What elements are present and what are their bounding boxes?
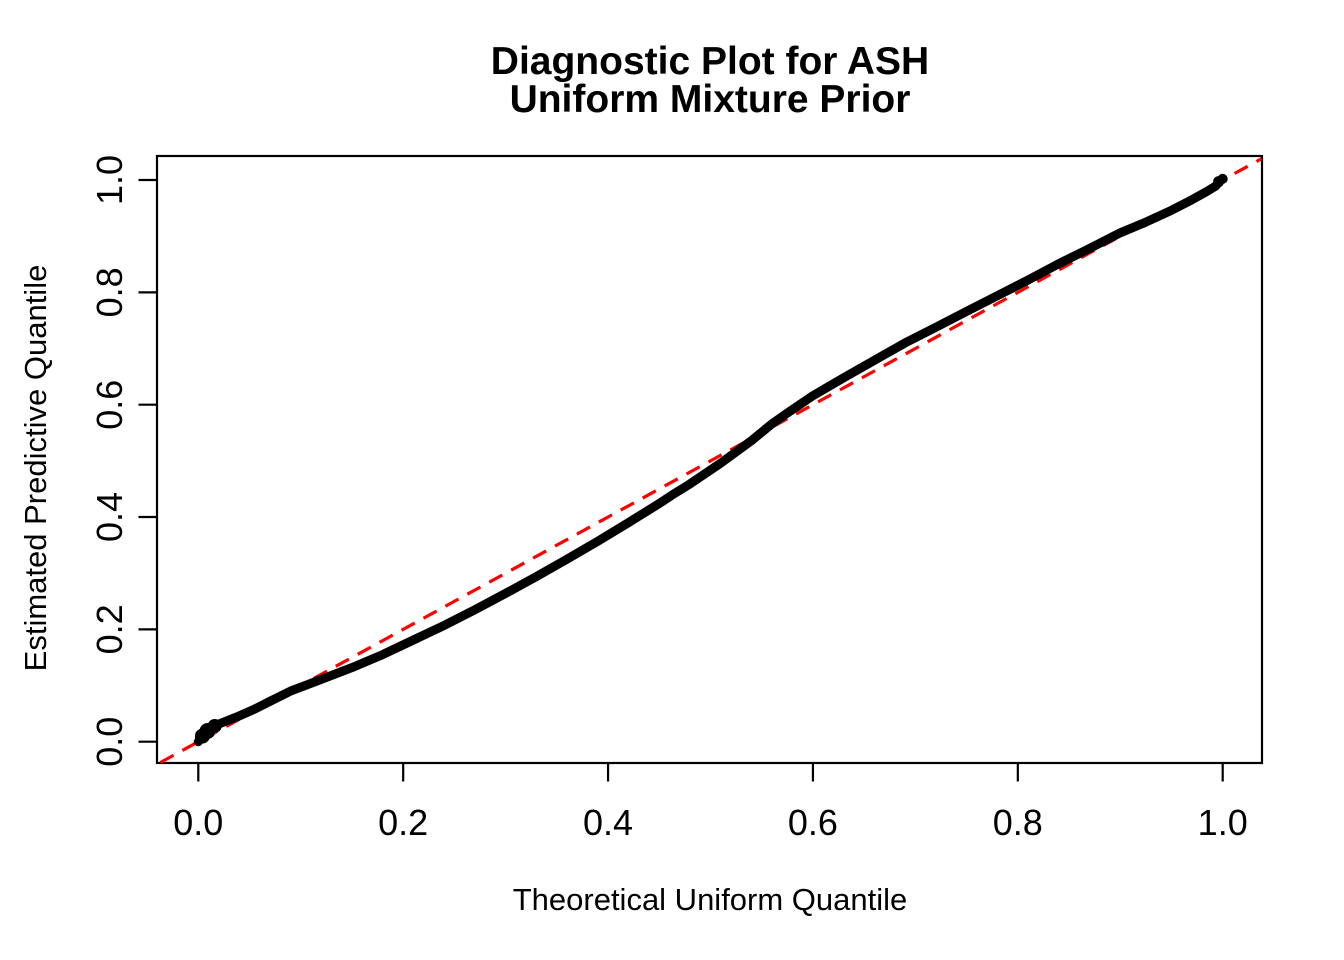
- plot-title: Diagnostic Plot for ASH Uniform Mixture …: [491, 40, 929, 121]
- point-cluster-blob: [207, 718, 222, 733]
- y-tick-label: 0.6: [89, 380, 130, 430]
- y-tick-label: 0.4: [89, 492, 130, 542]
- x-tick-label: 0.2: [378, 802, 428, 843]
- y-axis: 0.0 0.2 0.4 0.6 0.8 1.0: [89, 155, 157, 767]
- plot-box: [155, 154, 1264, 765]
- y-tick-label: 0.0: [89, 717, 130, 767]
- x-tick-label: 0.8: [993, 802, 1043, 843]
- y-axis-label: Estimated Predictive Quantile: [18, 265, 53, 672]
- x-axis-label: Theoretical Uniform Quantile: [513, 882, 908, 917]
- x-tick-label: 1.0: [1198, 802, 1248, 843]
- plot-title-line2: Uniform Mixture Prior: [510, 78, 911, 121]
- y-tick-label: 0.8: [89, 267, 130, 317]
- y-tick-label: 0.2: [89, 604, 130, 654]
- reference-diagonal-line: [159, 157, 1263, 764]
- x-tick-label: 0.6: [788, 802, 838, 843]
- x-tick-label: 0.4: [583, 802, 633, 843]
- x-tick-label: 0.0: [173, 802, 223, 843]
- quantile-curve-group: [193, 173, 1228, 747]
- point-cluster-blob: [1217, 173, 1228, 184]
- y-tick-label: 1.0: [89, 155, 130, 205]
- x-axis: 0.0 0.2 0.4 0.6 0.8 1.0: [173, 763, 1248, 843]
- plot-title-line1: Diagnostic Plot for ASH: [491, 40, 929, 83]
- qq-curve: [193, 173, 1228, 747]
